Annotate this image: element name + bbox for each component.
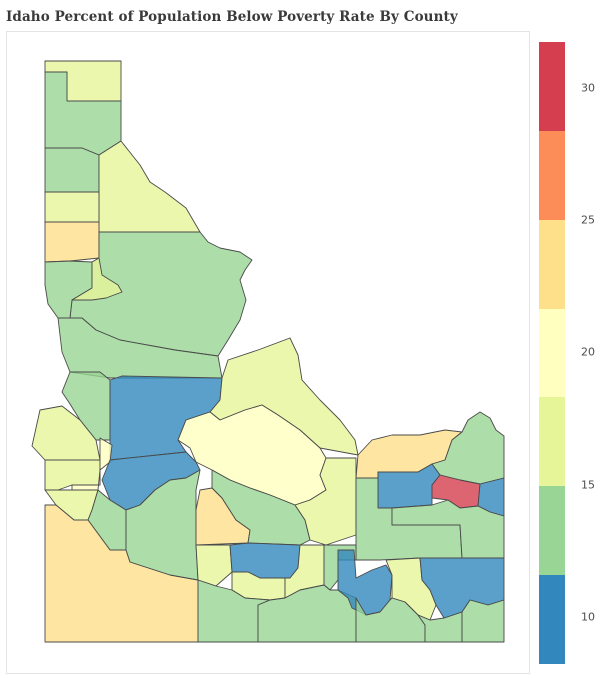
legend-tick-label: 25	[581, 213, 595, 227]
county-benewah[interactable]	[44, 191, 100, 223]
county-washington[interactable]	[31, 405, 101, 461]
county-bonneville[interactable]	[391, 499, 505, 559]
legend-band	[539, 42, 565, 131]
legend-tick-label: 15	[581, 478, 595, 492]
county-idaho[interactable]	[57, 317, 223, 379]
county-gooding[interactable]	[195, 544, 233, 587]
county-shoshone[interactable]	[98, 140, 201, 233]
legend-band	[539, 397, 565, 487]
county-kootenai[interactable]	[44, 147, 100, 193]
legend-tick-label: 30	[581, 81, 595, 95]
legend-band	[539, 575, 565, 664]
map-title: Idaho Percent of Population Below Povert…	[6, 9, 458, 25]
county-elmore[interactable]	[125, 469, 201, 581]
legend-tick-label: 20	[581, 345, 595, 359]
county-latah[interactable]	[44, 221, 100, 263]
legend-band	[539, 308, 565, 398]
county-bear-se[interactable]	[461, 599, 505, 643]
county-nezperce[interactable]	[44, 260, 93, 319]
color-legend	[539, 42, 565, 664]
county-cassia[interactable]	[257, 584, 357, 643]
county-blaine[interactable]	[211, 469, 311, 546]
county-franklin[interactable]	[355, 597, 426, 643]
county-lewis[interactable]	[71, 257, 123, 301]
legend-band	[539, 486, 565, 576]
legend-band	[539, 219, 565, 309]
legend-band	[539, 130, 565, 220]
legend-tick-label: 10	[581, 610, 595, 624]
